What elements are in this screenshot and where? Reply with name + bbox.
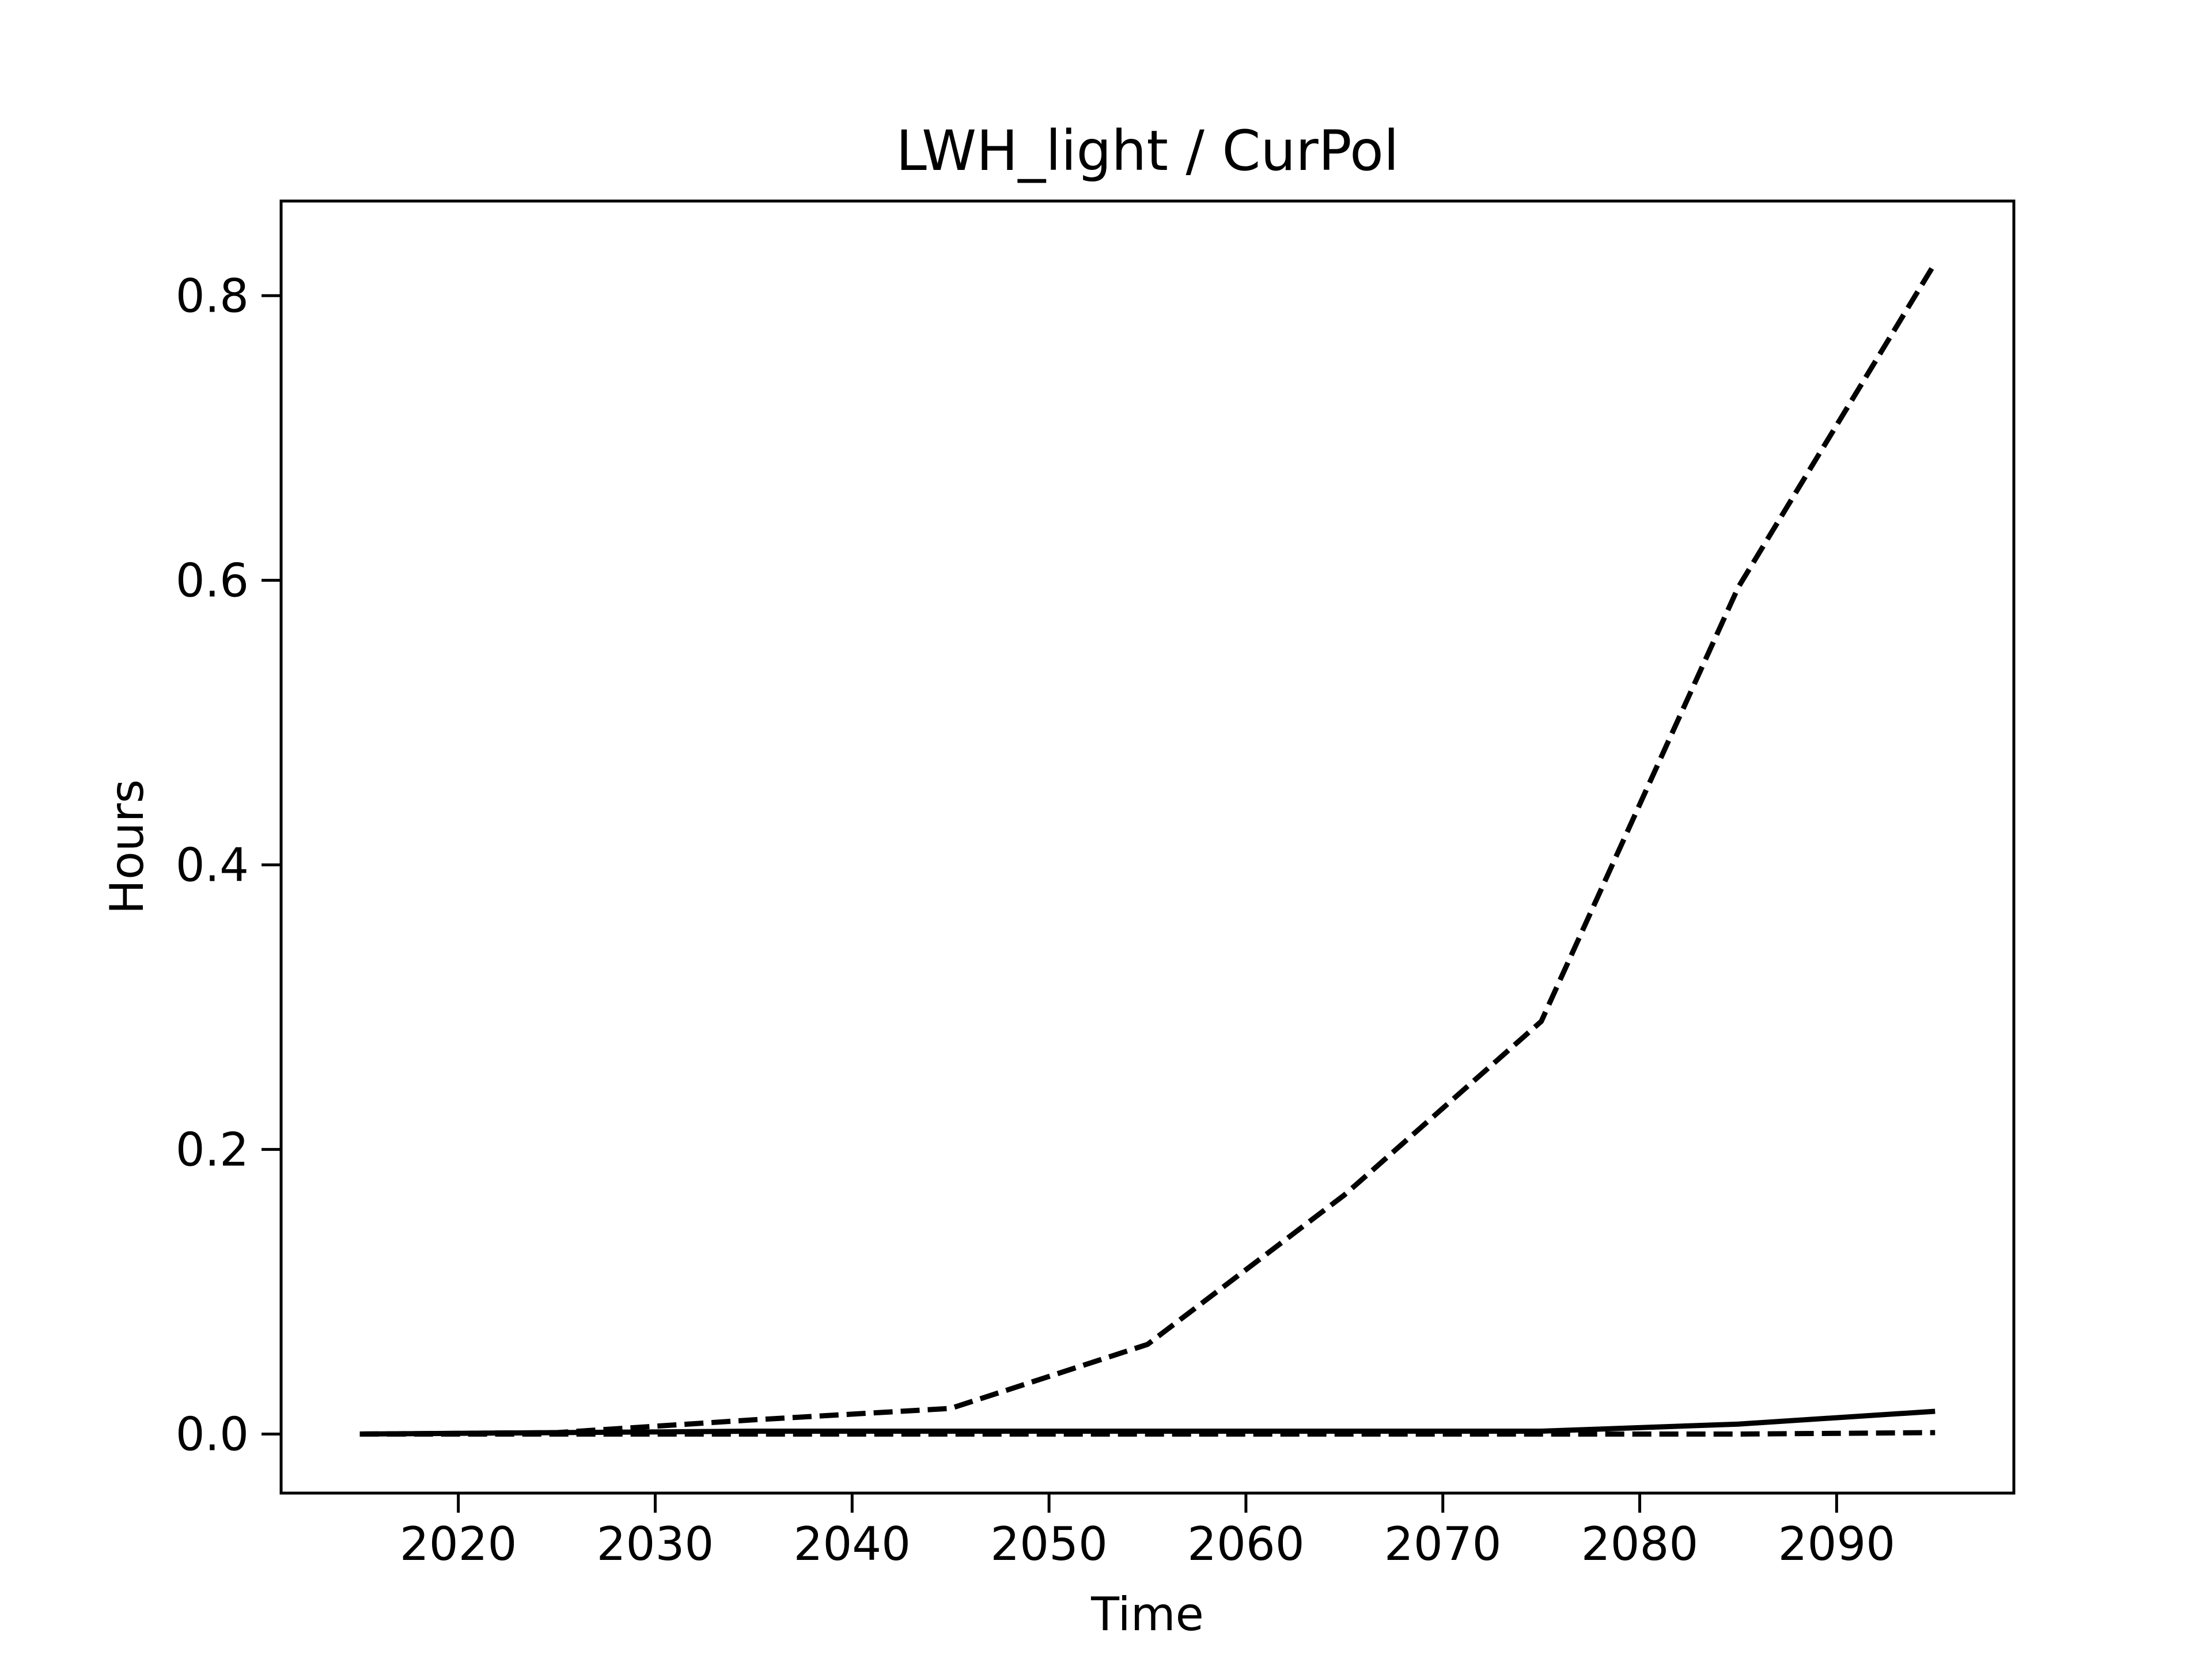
x-tick-label: 2040 — [793, 1517, 911, 1571]
plot-frame — [279, 199, 2016, 1495]
y-tick-label: 0.2 — [176, 1123, 249, 1176]
x-tick-label: 2020 — [400, 1517, 517, 1571]
y-tick-label: 0.6 — [176, 554, 249, 607]
x-tick-label: 2050 — [990, 1517, 1108, 1571]
y-tick-label: 0.4 — [176, 838, 249, 892]
chart-title: LWH_light / CurPol — [896, 119, 1399, 183]
x-tick-label: 2060 — [1187, 1517, 1305, 1571]
series-layer — [359, 262, 1938, 1437]
y-tick-label: 0.8 — [176, 269, 249, 323]
series-line-1 — [359, 262, 1938, 1437]
y-axis-ticks: 0.0 0.2 0.4 0.6 0.8 — [176, 269, 281, 1461]
y-axis-label: Hours — [100, 779, 154, 914]
x-tick-label: 2070 — [1384, 1517, 1502, 1571]
y-tick-label: 0.0 — [176, 1407, 249, 1461]
series-line-3 — [359, 1430, 1936, 1437]
x-tick-label: 2080 — [1581, 1517, 1699, 1571]
x-axis-label: Time — [1090, 1588, 1204, 1641]
x-tick-label: 2090 — [1778, 1517, 1896, 1571]
x-axis-ticks: 2020 2030 2040 2050 2060 2070 2080 2090 — [400, 1493, 1895, 1571]
x-tick-label: 2030 — [597, 1517, 714, 1571]
